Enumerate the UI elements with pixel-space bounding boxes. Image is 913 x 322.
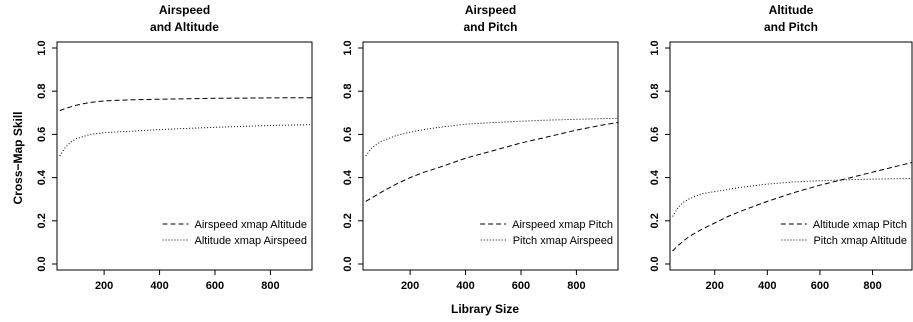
legend-label: Airspeed xmap Pitch (512, 219, 613, 231)
x-tick-label: 600 (811, 280, 829, 292)
y-tick-label: 0.8 (649, 84, 661, 99)
x-tick-label: 400 (758, 280, 776, 292)
y-tick-label: 0.8 (342, 84, 354, 99)
x-tick-label: 200 (95, 280, 113, 292)
legend: Airspeed xmap Altitude Altitude xmap Airs… (162, 219, 307, 247)
y-tick-label: 1.0 (649, 40, 661, 55)
chart-title-line: Airspeed (159, 3, 210, 17)
series-line-1 (59, 97, 312, 112)
plot-frame (669, 41, 913, 271)
series-line-2 (672, 178, 913, 217)
series-line-1 (365, 122, 619, 202)
y-tick-label: 0.8 (36, 84, 48, 99)
x-tick-label: 600 (206, 280, 224, 292)
chart-panel-1: Airspeed and Altitude 0.0 0.2 0.4 0.6 0.8 1.0 20… (36, 3, 313, 292)
y-tick-label: 0.4 (649, 169, 661, 185)
legend-label: Altitude xmap Airspeed (194, 235, 307, 247)
legend-label: Pitch xmap Airspeed (513, 235, 613, 247)
chart-panel-3: Altitude and Pitch 0.0 0.2 0.4 0.6 0.8 1.0 200 40… (649, 3, 913, 292)
legend-label: Airspeed xmap Altitude (194, 219, 307, 231)
legend-label: Altitude xmap Pitch (813, 219, 907, 231)
x-tick-label: 200 (706, 280, 724, 292)
series-line-2 (59, 124, 313, 157)
y-tick-label: 0.4 (36, 169, 48, 185)
chart-title-line: Altitude (769, 3, 814, 17)
x-tick-label: 400 (456, 280, 474, 292)
chart-panels: Airspeed and Altitude 0.0 0.2 0.4 0.6 0.8 1.0 20… (36, 3, 913, 292)
chart-title-line: and Altitude (150, 20, 219, 34)
x-tick-label: 400 (150, 280, 168, 292)
plot-frame (56, 41, 313, 271)
y-tick-label: 0.6 (342, 127, 354, 142)
chart-panel-2: Airspeed and Pitch 0.0 0.2 0.4 0.6 0.8 1.0 200 40… (342, 3, 619, 292)
chart-title-line: and Pitch (764, 20, 818, 34)
x-tick-label: 200 (401, 280, 419, 292)
series-line-2 (365, 117, 619, 157)
chart-title-line: and Pitch (463, 20, 517, 34)
y-tick-label: 0.2 (36, 213, 48, 228)
x-tick-label: 600 (512, 280, 530, 292)
legend: Altitude xmap Pitch Pitch xmap Altitude (780, 219, 907, 247)
y-tick-label: 0.2 (342, 213, 354, 228)
y-tick-label: 1.0 (36, 40, 48, 55)
legend: Airspeed xmap Pitch Pitch xmap Airspeed (480, 219, 613, 247)
y-tick-label: 1.0 (342, 40, 354, 55)
y-tick-label: 0.0 (649, 256, 661, 271)
legend-label: Pitch xmap Altitude (813, 235, 907, 247)
plot-frame (362, 41, 619, 271)
x-tick-label: 800 (261, 280, 279, 292)
y-tick-label: 0.0 (36, 256, 48, 271)
x-tick-label: 800 (567, 280, 585, 292)
y-tick-label: 0.0 (342, 256, 354, 271)
x-tick-label: 800 (863, 280, 881, 292)
x-axis-label: Library Size (451, 302, 519, 316)
y-tick-label: 0.4 (342, 169, 354, 185)
y-tick-label: 0.6 (649, 127, 661, 142)
chart-title-line: Airspeed (465, 3, 516, 17)
y-tick-label: 0.2 (649, 213, 661, 228)
y-tick-label: 0.6 (36, 127, 48, 142)
y-axis-label: Cross−Map Skill (11, 111, 25, 204)
series-line-1 (672, 162, 913, 252)
